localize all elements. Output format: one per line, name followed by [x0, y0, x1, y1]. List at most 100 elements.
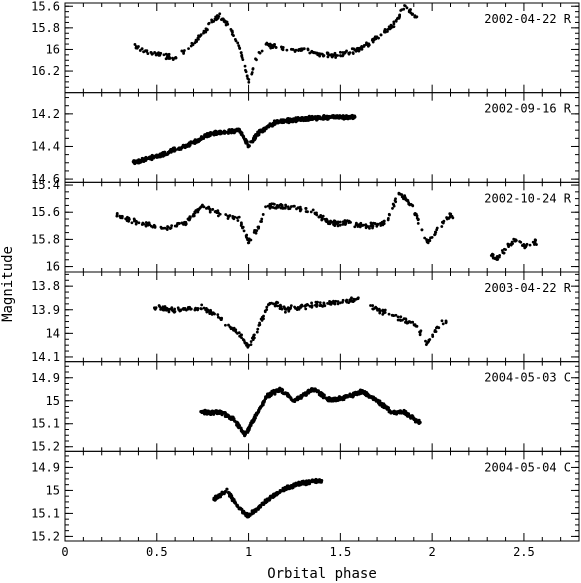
data-point: [298, 483, 302, 487]
data-point: [405, 6, 409, 10]
data-point: [236, 219, 240, 222]
data-point: [333, 398, 337, 402]
data-point: [191, 42, 195, 46]
data-point: [189, 307, 192, 311]
data-point: [276, 205, 280, 209]
data-point: [246, 143, 250, 147]
data-point: [154, 53, 158, 57]
data-point: [394, 197, 397, 201]
data-point: [280, 45, 283, 49]
data-point: [390, 410, 394, 414]
data-point: [167, 310, 171, 314]
data-point: [523, 244, 526, 248]
data-point: [424, 343, 428, 347]
data-point: [344, 299, 348, 303]
y-tick-label: 14.9: [31, 460, 60, 474]
data-point: [246, 428, 251, 433]
data-point: [336, 54, 339, 57]
data-point: [325, 51, 329, 55]
y-tick-label: 15.6: [31, 0, 60, 13]
data-point: [372, 306, 376, 310]
y-tick-label: 15.8: [31, 232, 60, 246]
data-point: [330, 114, 334, 118]
data-point: [348, 298, 352, 302]
data-point: [256, 507, 260, 511]
data-point: [242, 339, 246, 342]
x-axis-title: Orbital phase: [267, 566, 377, 582]
data-point: [214, 210, 218, 213]
data-point: [239, 333, 243, 337]
data-point: [323, 304, 327, 308]
data-point: [140, 223, 144, 226]
data-point: [355, 393, 359, 397]
data-point: [371, 396, 375, 400]
data-point: [283, 118, 287, 122]
panel-label: 2002-04-22 R: [484, 12, 571, 26]
data-point: [285, 119, 290, 123]
data-point: [233, 419, 237, 423]
data-point: [215, 131, 220, 135]
data-point: [381, 313, 385, 316]
data-point: [396, 315, 400, 319]
data-point: [159, 306, 163, 310]
data-point: [252, 333, 256, 337]
data-point: [168, 150, 172, 154]
data-point: [409, 202, 413, 206]
data-point: [237, 423, 241, 428]
data-point: [247, 80, 251, 84]
data-point: [491, 255, 495, 259]
data-point: [285, 487, 289, 491]
data-point: [214, 15, 218, 19]
data-point: [310, 304, 314, 308]
data-point: [385, 407, 389, 411]
data-point: [266, 42, 270, 46]
data-point: [216, 315, 220, 319]
data-point: [255, 330, 259, 334]
data-point: [333, 220, 337, 224]
data-point: [328, 53, 332, 57]
data-point: [295, 207, 298, 211]
data-point: [242, 229, 246, 233]
data-point: [314, 480, 318, 484]
data-point: [211, 207, 214, 211]
data-point: [336, 300, 340, 303]
data-point: [200, 307, 203, 311]
data-point: [398, 318, 402, 322]
data-point: [380, 220, 384, 224]
data-point: [130, 221, 134, 225]
data-point: [353, 48, 357, 52]
data-point: [326, 55, 330, 59]
data-point: [387, 410, 391, 414]
data-point: [376, 223, 380, 227]
data-point: [342, 220, 346, 224]
data-point: [160, 151, 164, 156]
data-point: [428, 239, 432, 243]
data-point: [173, 310, 177, 313]
data-point: [330, 55, 334, 59]
data-point: [342, 222, 346, 226]
data-point: [173, 148, 177, 152]
data-point: [441, 322, 445, 326]
data-point: [433, 232, 437, 236]
data-point: [348, 51, 352, 54]
data-point: [358, 389, 362, 393]
data-point: [118, 214, 122, 218]
data-point: [283, 391, 287, 395]
data-point: [144, 155, 148, 160]
data-point: [181, 307, 185, 311]
data-point: [271, 122, 275, 126]
data-point: [325, 217, 328, 221]
data-point: [533, 238, 537, 242]
data-point: [301, 392, 306, 396]
data-point: [140, 158, 144, 162]
data-point: [247, 241, 251, 245]
y-tick-label: 14.2: [31, 107, 60, 121]
data-point: [218, 411, 222, 415]
panel-label: 2004-05-03 C: [484, 371, 571, 385]
data-point: [403, 4, 407, 8]
data-point: [234, 39, 238, 43]
data-point: [318, 301, 322, 305]
y-tick-label: 16.2: [31, 64, 60, 78]
data-point: [262, 399, 266, 403]
data-point: [244, 139, 248, 143]
